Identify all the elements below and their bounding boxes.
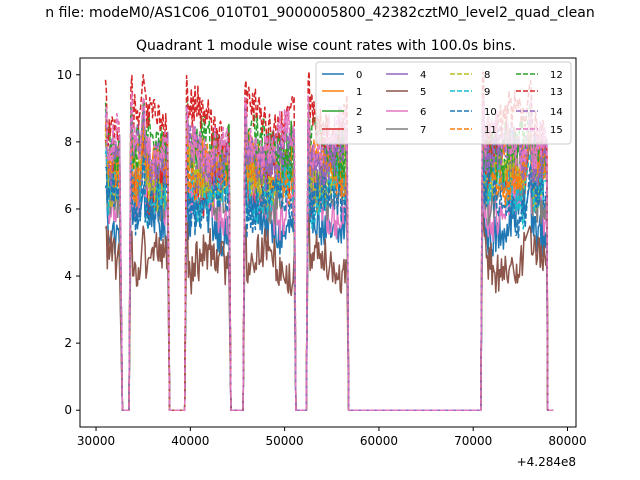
series-line-0 [104, 172, 554, 411]
y-tick-label: 4 [64, 269, 72, 283]
x-axis: 30000 40000 50000 60000 70000 80000 [77, 427, 587, 448]
x-offset-label: +4.284e8 [517, 455, 576, 469]
legend-label-12: 12 [550, 70, 563, 81]
legend-label-3: 3 [356, 125, 362, 136]
y-tick-label: 10 [57, 68, 72, 82]
series-line-9 [104, 142, 554, 411]
plot-frame [79, 57, 577, 428]
x-tick-label: 30000 [77, 434, 115, 448]
x-tick-label: 80000 [548, 434, 586, 448]
legend-label-8: 8 [484, 70, 490, 81]
figure-suptitle: n file: modeM0/AS1C06_010T01_9000005800_… [45, 5, 594, 21]
legend-label-5: 5 [420, 87, 426, 98]
y-tick-label: 0 [64, 403, 72, 417]
legend-label-4: 4 [420, 70, 426, 81]
legend-label-2: 2 [356, 107, 362, 118]
x-tick-label: 60000 [360, 434, 398, 448]
legend-label-10: 10 [484, 107, 497, 118]
x-tick-label: 40000 [171, 434, 209, 448]
y-tick-label: 6 [64, 202, 72, 216]
legend-label-11: 11 [484, 125, 497, 136]
x-tick-label: 50000 [266, 434, 304, 448]
y-tick-label: 2 [64, 336, 72, 350]
chart-title: Quadrant 1 module wise count rates with … [136, 38, 516, 54]
x-tick-label: 70000 [454, 434, 492, 448]
legend-label-1: 1 [356, 87, 362, 98]
legend-label-7: 7 [420, 125, 426, 136]
legend-label-6: 6 [420, 107, 426, 118]
series-line-14 [104, 104, 554, 411]
y-axis: 0 2 4 6 8 10 [57, 68, 80, 417]
legend-label-0: 0 [356, 70, 362, 81]
y-tick-label: 8 [64, 135, 72, 149]
legend-label-15: 15 [550, 125, 563, 136]
legend-label-9: 9 [484, 87, 490, 98]
legend-label-14: 14 [550, 107, 563, 118]
series-line-10 [104, 151, 554, 411]
legend-label-13: 13 [550, 87, 563, 98]
series-line-5 [104, 211, 554, 411]
legend-frame [315, 61, 572, 145]
